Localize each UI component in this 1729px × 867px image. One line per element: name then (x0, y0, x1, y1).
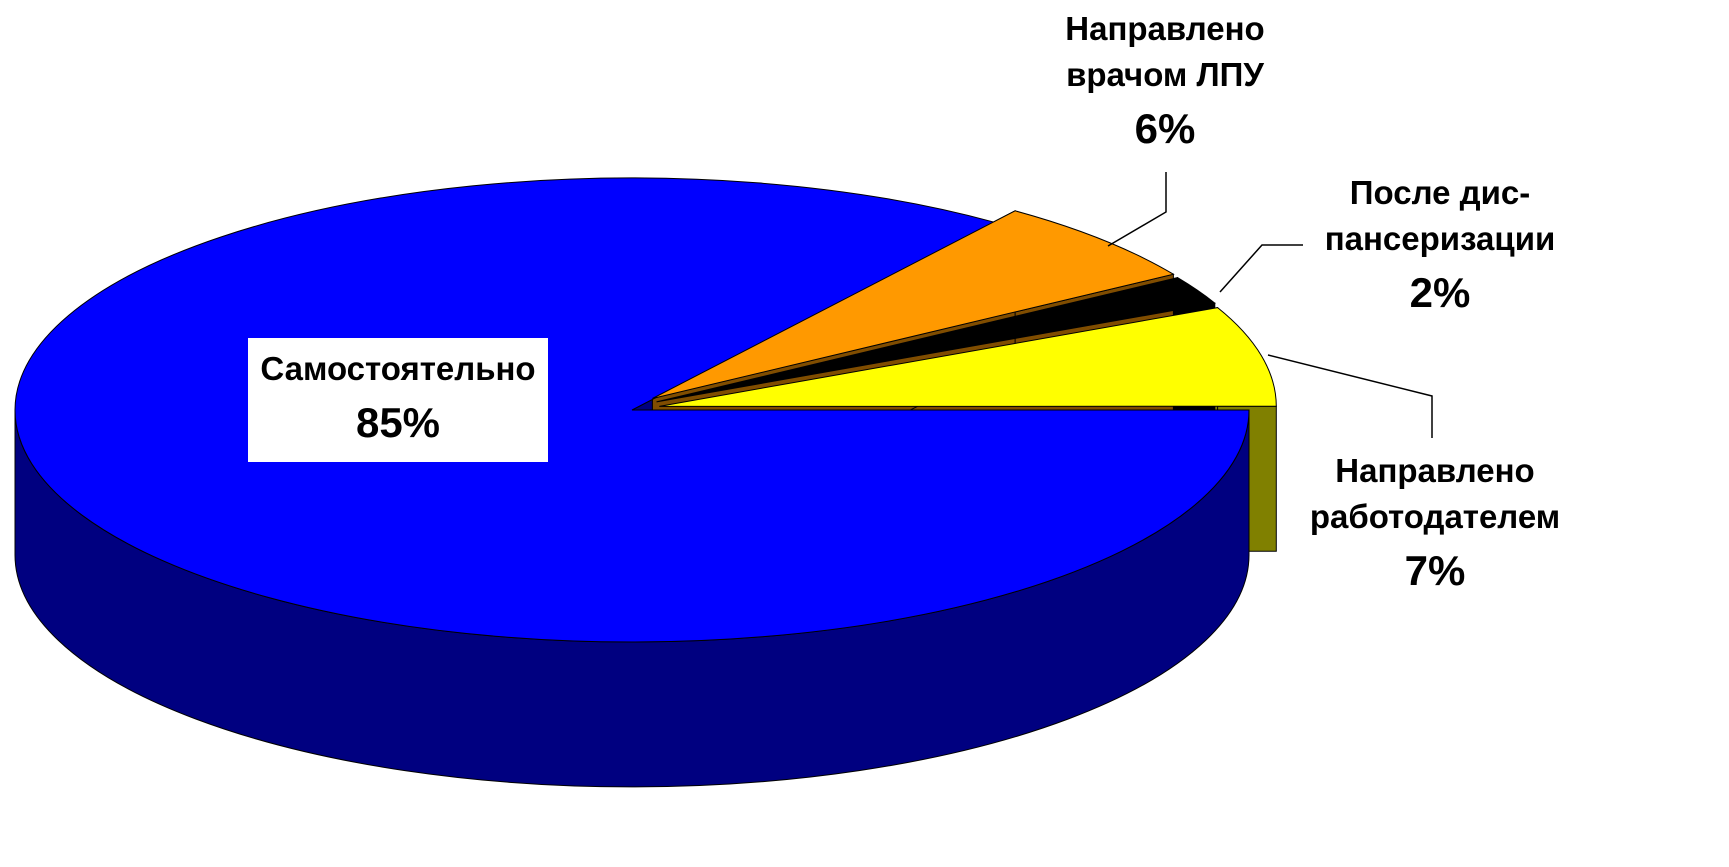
leader-line (1107, 172, 1167, 247)
leader-line (1219, 244, 1303, 293)
slice (656, 277, 1216, 403)
slice (14, 177, 1250, 643)
category-label: Направлено врачом ЛПУ (1065, 10, 1265, 93)
value-label: 6% (1134, 105, 1196, 152)
slice-label: После дис- пансеризации 2% (1300, 170, 1580, 324)
slice-label: Направлено работодателем 7% (1290, 448, 1580, 602)
slice-label: Самостоятельно 85% (248, 338, 548, 462)
leader-line (1267, 354, 1433, 438)
category-label: Направлено работодателем (1309, 452, 1561, 535)
category-label: Самостоятельно (260, 350, 536, 387)
value-label: 85% (355, 399, 441, 446)
slice-label: Направлено врачом ЛПУ 6% (1020, 6, 1310, 160)
category-label: После дис- пансеризации (1324, 174, 1556, 257)
slice (652, 210, 1175, 399)
value-label: 7% (1404, 547, 1466, 594)
value-label: 2% (1409, 269, 1471, 316)
slice (659, 307, 1277, 407)
